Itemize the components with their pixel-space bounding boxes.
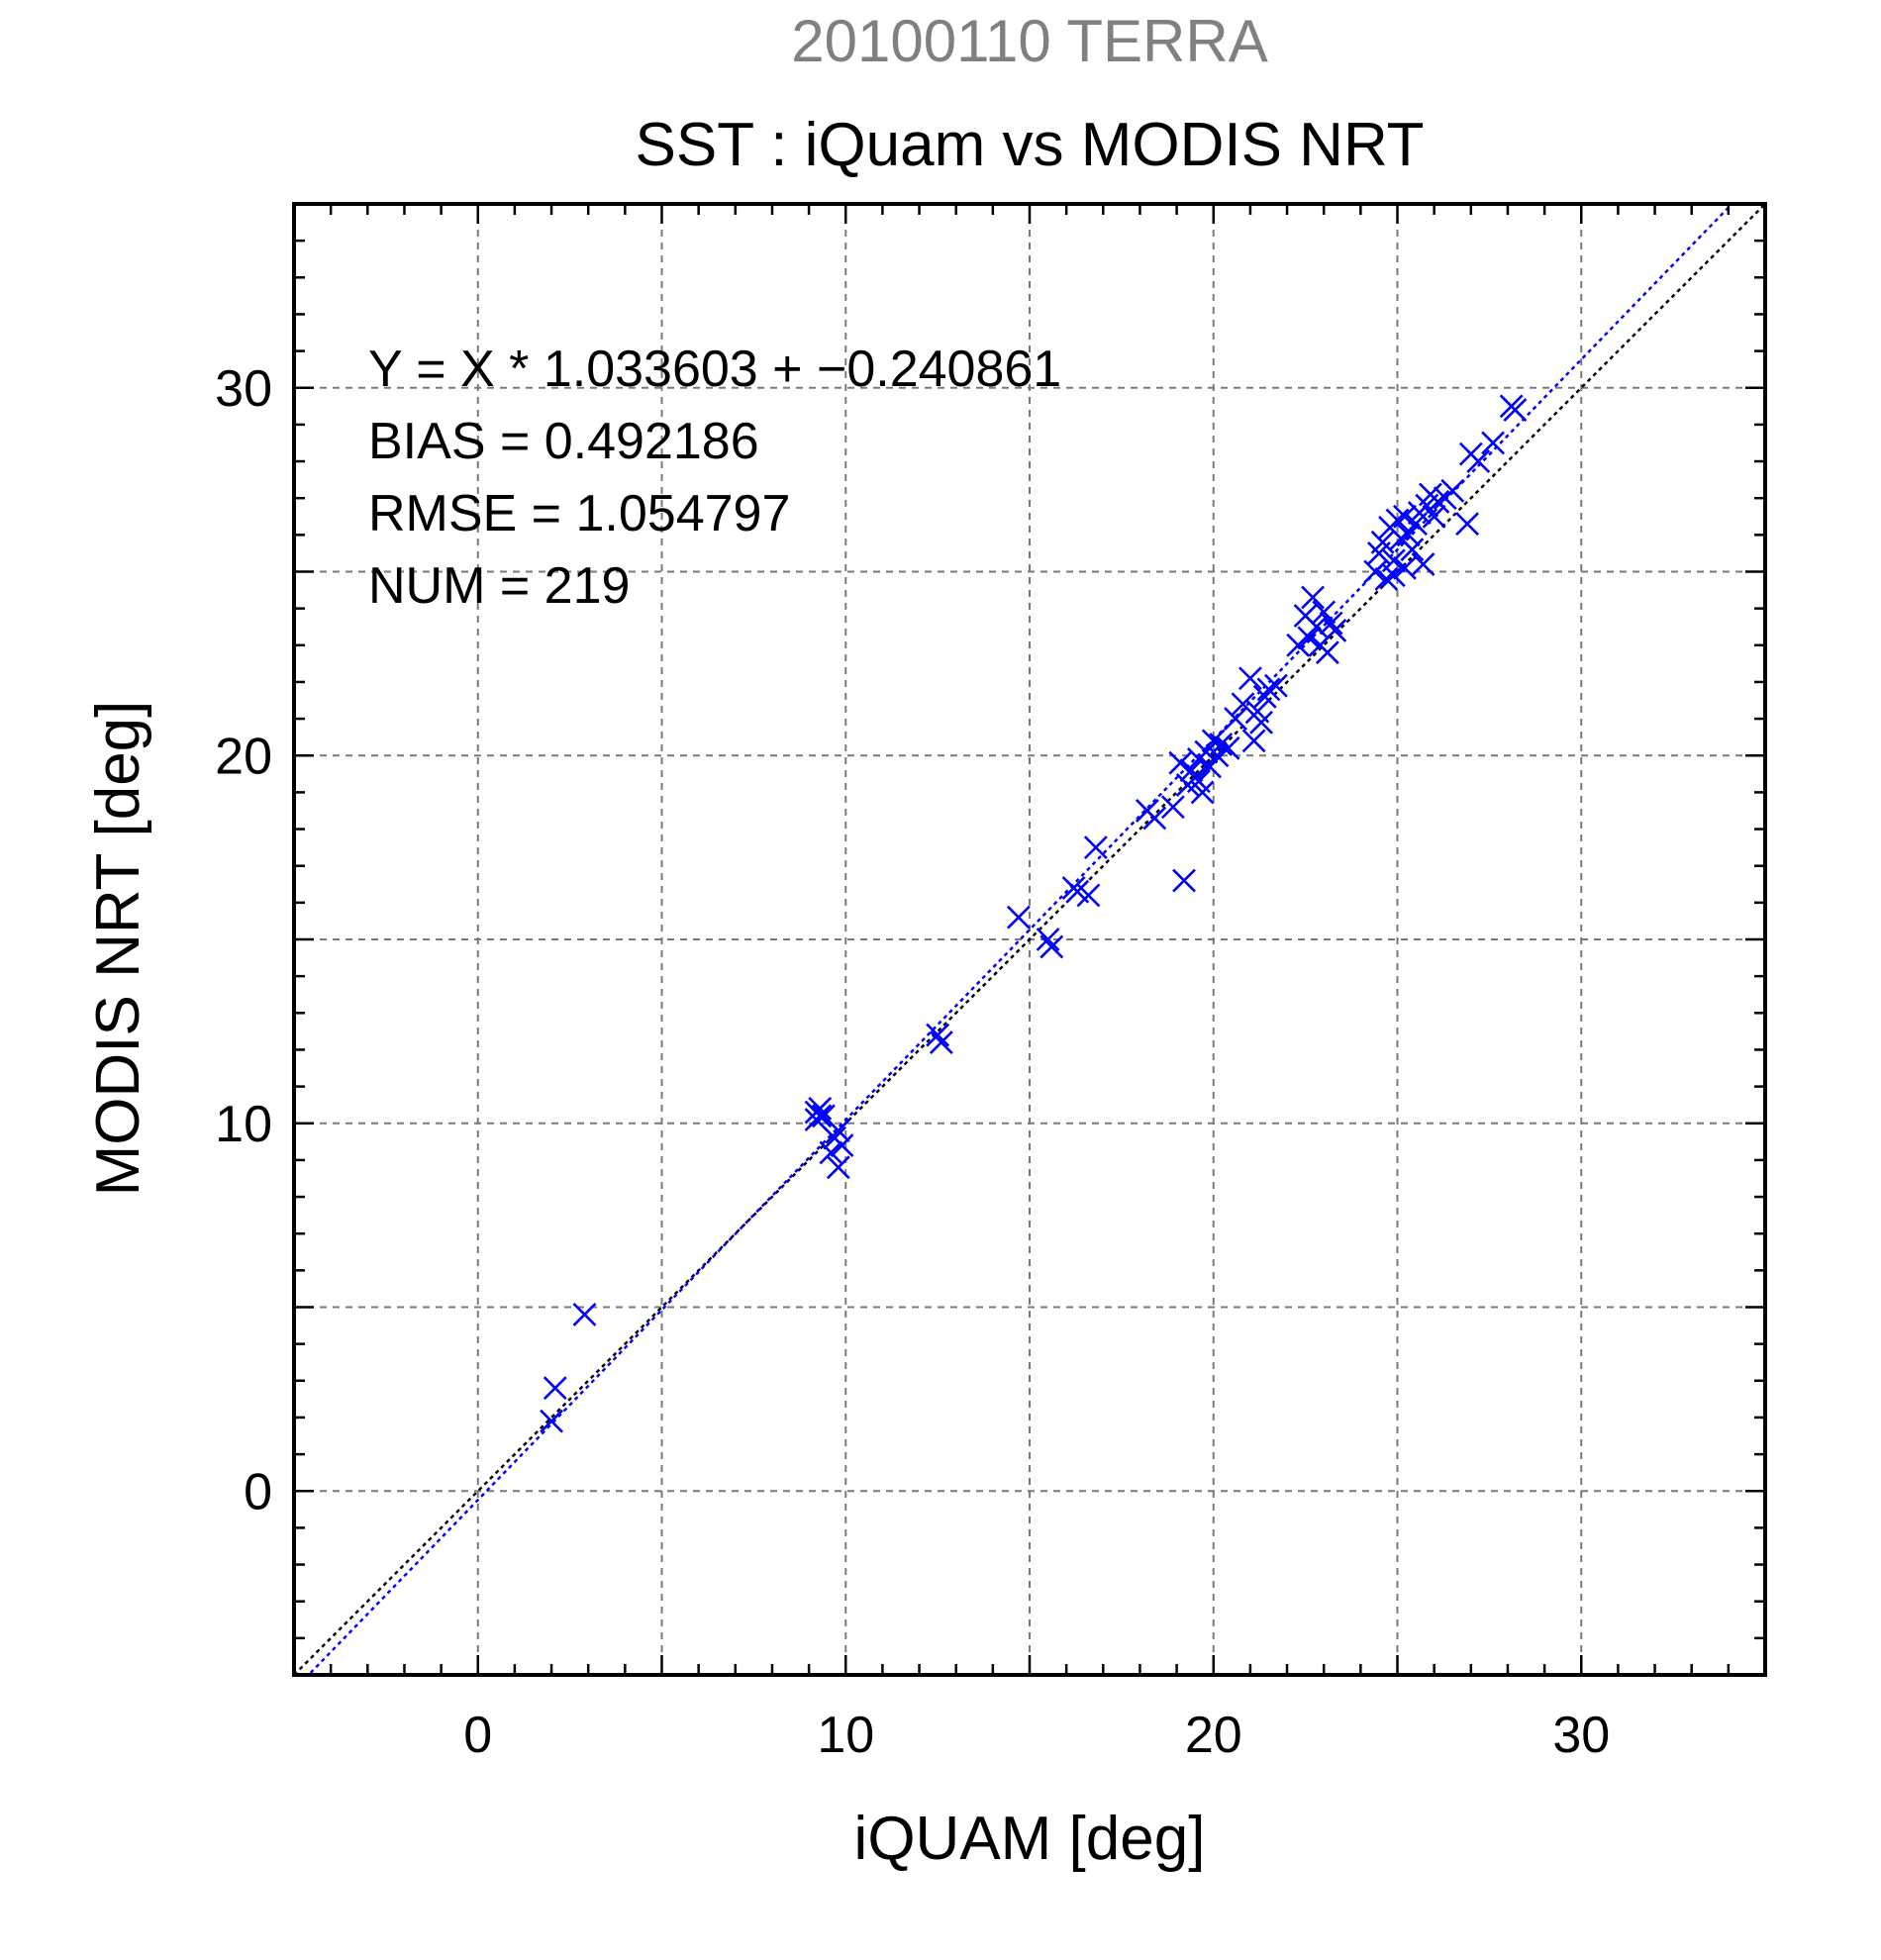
data-point	[1393, 504, 1417, 529]
data-point	[826, 1155, 850, 1180]
data-point	[1198, 754, 1222, 779]
data-point	[1249, 710, 1273, 735]
plot-area: 0 10 20 30 0 10 20 30	[215, 202, 1767, 1764]
data-point	[1363, 559, 1388, 584]
data-point	[1323, 619, 1347, 642]
y-axis-label: MODIS NRT [deg]	[84, 701, 152, 1197]
data-point	[1256, 677, 1281, 702]
data-point	[1381, 563, 1406, 588]
data-point	[540, 1409, 563, 1433]
data-point	[1224, 707, 1247, 732]
data-point	[1393, 555, 1417, 580]
data-point	[1297, 626, 1322, 650]
x-tick-label: 10	[817, 1707, 874, 1764]
data-point	[1160, 795, 1185, 820]
data-point	[1231, 692, 1255, 717]
data-point	[1411, 552, 1436, 576]
data-point	[1040, 934, 1064, 959]
data-point	[1481, 431, 1506, 455]
data-point	[1466, 449, 1491, 473]
data-point	[1422, 504, 1446, 529]
data-point	[1216, 735, 1240, 760]
data-point	[1374, 567, 1399, 591]
data-point	[808, 1096, 833, 1121]
rmse-label: RMSE = 1.054797	[368, 485, 790, 542]
data-point	[1142, 806, 1167, 831]
data-point	[1083, 835, 1108, 860]
data-point	[819, 1140, 843, 1165]
x-tick-label: 20	[1185, 1707, 1242, 1764]
y-tick-label: 10	[215, 1096, 272, 1153]
data-point	[1201, 729, 1226, 753]
data-point	[1396, 523, 1421, 547]
data-point	[1301, 585, 1325, 610]
data-point	[826, 1119, 850, 1143]
data-point	[1172, 868, 1196, 893]
data-point	[1263, 673, 1288, 698]
data-point	[1241, 729, 1266, 753]
chart-title: 20100110 TERRA	[791, 8, 1267, 74]
data-point	[830, 1133, 854, 1157]
reference-line	[294, 204, 1765, 1675]
data-point	[1455, 512, 1479, 537]
x-tick-label: 0	[463, 1707, 492, 1764]
data-point	[1319, 611, 1343, 636]
data-point	[1440, 478, 1465, 503]
data-point	[1076, 883, 1101, 908]
data-point	[1186, 769, 1211, 794]
x-axis-label: iQUAM [deg]	[854, 1805, 1206, 1873]
data-point	[1400, 538, 1425, 562]
data-point	[1036, 928, 1060, 951]
data-point	[1370, 530, 1395, 554]
data-point	[1209, 733, 1234, 757]
data-point	[1006, 905, 1031, 930]
data-point	[1316, 640, 1339, 665]
data-point	[1385, 508, 1410, 533]
bias-label: BIAS = 0.492186	[368, 413, 759, 470]
data-point	[929, 1030, 953, 1054]
data-point	[1238, 666, 1262, 691]
x-tick-label: 30	[1552, 1707, 1610, 1764]
data-point	[926, 1023, 950, 1047]
stats-annotation: Y = X * 1.033603 + −0.240861 BIAS = 0.49…	[368, 341, 1061, 615]
y-tick-label: 20	[215, 728, 272, 785]
y-tick-label: 0	[244, 1463, 272, 1520]
data-point	[1304, 615, 1329, 639]
data-point	[1503, 398, 1528, 422]
data-point	[1286, 633, 1311, 657]
y-tick-label: 30	[215, 360, 272, 418]
data-point	[1179, 758, 1204, 783]
data-point	[572, 1303, 597, 1326]
fit-equation-label: Y = X * 1.033603 + −0.240861	[368, 341, 1061, 398]
data-point	[1426, 489, 1450, 514]
data-point	[543, 1376, 567, 1401]
num-label: NUM = 219	[368, 557, 630, 615]
chart-subtitle: SST : iQuam vs MODIS NRT	[636, 111, 1425, 179]
data-point	[1312, 600, 1336, 625]
